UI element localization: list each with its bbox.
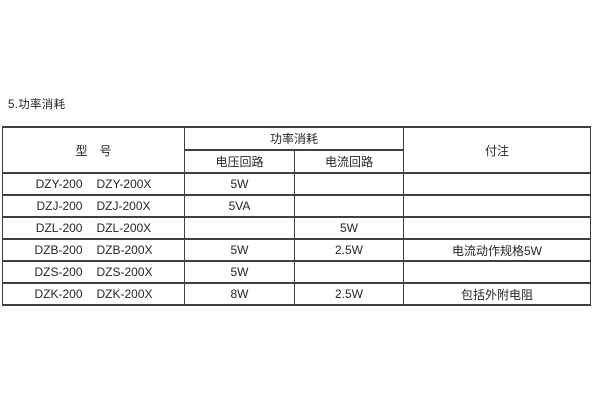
cell-model: DZJ-200 DZJ-200X (2, 194, 185, 218)
model-primary: DZB-200 (34, 243, 83, 257)
cell-model: DZY-200 DZY-200X (2, 172, 185, 196)
cell-voltage: 5W (184, 172, 295, 196)
cell-note (403, 172, 592, 196)
cell-voltage: 8W (184, 282, 295, 306)
header-model: 型 号 (2, 126, 185, 174)
cell-model: DZL-200 DZL-200X (2, 216, 185, 240)
model-variant: DZL-200X (96, 221, 152, 235)
cell-voltage: 5VA (184, 194, 295, 218)
table-row: DZL-200 DZL-200X 5W (2, 216, 592, 240)
cell-model: DZS-200 DZS-200X (2, 260, 185, 284)
cell-note (403, 260, 592, 284)
cell-current (293, 260, 405, 284)
model-primary: DZS-200 (34, 265, 83, 279)
model-variant: DZS-200X (96, 265, 153, 279)
model-pair: DZS-200 DZS-200X (5, 265, 182, 279)
cell-note: 电流动作规格5W (403, 238, 592, 262)
header-row-1: 型 号 功率消耗 付注 (2, 126, 592, 174)
model-variant: DZB-200X (96, 243, 153, 257)
table-row: DZK-200 DZK-200X 8W 2.5W 包括外附电阻 (2, 282, 592, 306)
cell-voltage: 5W (184, 260, 295, 284)
cell-current (293, 194, 405, 218)
cell-voltage (184, 216, 295, 240)
header-power-group: 功率消耗 (183, 126, 405, 151)
cell-current: 2.5W (293, 282, 405, 306)
power-consumption-table: 型 号 功率消耗 付注 电压回路 电流回路 DZY-200 DZY-200X 5… (2, 126, 592, 306)
model-primary: DZY-200 (35, 177, 83, 191)
header-voltage-circuit: 电压回路 (184, 149, 295, 174)
header-notes: 付注 (403, 126, 592, 174)
cell-note: 包括外附电阻 (403, 282, 592, 306)
table-row: DZJ-200 DZJ-200X 5VA (2, 194, 592, 218)
model-pair: DZB-200 DZB-200X (5, 243, 182, 257)
cell-current (293, 172, 405, 196)
cell-voltage: 5W (184, 238, 295, 262)
model-primary: DZL-200 (35, 221, 83, 235)
model-primary: DZJ-200 (36, 199, 83, 213)
cell-note (403, 194, 592, 218)
cell-current: 5W (293, 216, 405, 240)
section-title: 5.功率消耗 (8, 99, 66, 111)
model-variant: DZK-200X (96, 287, 153, 301)
model-pair: DZL-200 DZL-200X (5, 221, 182, 235)
header-current-circuit: 电流回路 (293, 149, 405, 174)
model-pair: DZJ-200 DZJ-200X (5, 199, 182, 213)
model-variant: DZY-200X (96, 177, 152, 191)
model-variant: DZJ-200X (96, 199, 151, 213)
model-primary: DZK-200 (34, 287, 83, 301)
cell-model: DZK-200 DZK-200X (2, 282, 185, 306)
table-row: DZS-200 DZS-200X 5W (2, 260, 592, 284)
model-pair: DZY-200 DZY-200X (5, 177, 182, 191)
table-row: DZB-200 DZB-200X 5W 2.5W 电流动作规格5W (2, 238, 592, 262)
header-row-2: 电压回路 电流回路 (3, 149, 591, 174)
cell-model: DZB-200 DZB-200X (2, 238, 185, 262)
cell-current: 2.5W (293, 238, 405, 262)
model-pair: DZK-200 DZK-200X (5, 287, 182, 301)
table-row: DZY-200 DZY-200X 5W (2, 172, 592, 196)
cell-note (403, 216, 592, 240)
